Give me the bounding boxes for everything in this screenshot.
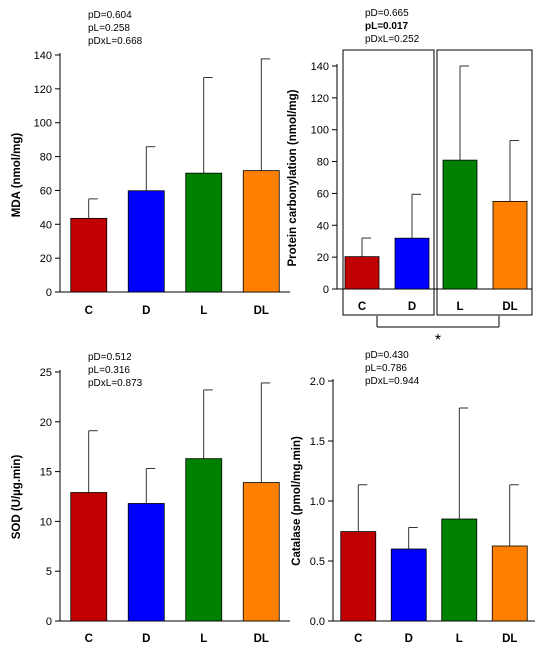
- group-box-l-dl: [436, 49, 533, 316]
- panel-b-group-boxes: [342, 49, 533, 316]
- y-axis-label: MDA (nmol/mg): [11, 133, 23, 218]
- stat-pvalue: pL=0.316: [88, 365, 130, 376]
- y-tick-label: 0.5: [310, 556, 325, 568]
- bar-d: [127, 190, 165, 293]
- bar-d: [127, 503, 165, 622]
- stat-pvalue: pD=0.665: [365, 8, 409, 19]
- stat-pvalue: pDxL=0.944: [365, 376, 420, 387]
- y-tick-label: 40: [40, 219, 52, 231]
- bar-l: [442, 159, 478, 290]
- y-axis-label: Protein carbonylation (nmol/mg): [287, 89, 299, 266]
- bar-c: [340, 531, 377, 622]
- y-tick-label: 0: [323, 284, 329, 296]
- y-tick-label: 100: [311, 125, 329, 137]
- stat-pvalue: pL=0.786: [365, 363, 407, 374]
- bar-d: [390, 548, 427, 622]
- significance-asterisk: *: [435, 332, 441, 349]
- category-label-c: C: [85, 305, 93, 317]
- stat-pvalue: pDxL=0.668: [88, 36, 143, 47]
- significance-bracket: *: [376, 316, 500, 349]
- stat-pvalue: pD=0.430: [365, 350, 409, 361]
- y-tick-label: 10: [40, 516, 52, 528]
- y-tick-label: 60: [317, 188, 329, 200]
- bar-l: [441, 518, 478, 622]
- category-label-c: C: [358, 301, 366, 313]
- stat-pvalue: pL=0.258: [88, 23, 130, 34]
- category-label-d: D: [408, 301, 416, 313]
- y-tick-label: 60: [40, 185, 52, 197]
- category-label-dl: DL: [254, 305, 269, 317]
- bar-dl: [491, 545, 528, 622]
- y-tick-label: 20: [40, 417, 52, 429]
- y-tick-label: 20: [317, 252, 329, 264]
- group-box-c-d: [342, 49, 435, 316]
- y-axis-label: Catalase (pmol/mg.min): [291, 436, 303, 566]
- y-tick-label: 40: [317, 220, 329, 232]
- bar-c: [70, 492, 108, 622]
- y-tick-label: 20: [40, 253, 52, 265]
- y-tick-label: 80: [317, 157, 329, 169]
- y-tick-label: 140: [311, 61, 329, 73]
- y-tick-label: 80: [40, 152, 52, 164]
- category-label-dl: DL: [502, 301, 517, 313]
- category-label-d: D: [405, 633, 413, 645]
- bar-dl: [242, 482, 280, 622]
- y-tick-label: 2.0: [310, 376, 325, 388]
- bar-c: [344, 256, 380, 290]
- bar-dl: [242, 170, 280, 293]
- y-tick-label: 1.5: [310, 436, 325, 448]
- category-label-l: L: [200, 305, 207, 317]
- category-label-dl: DL: [254, 633, 269, 645]
- bar-c: [70, 217, 108, 293]
- chart-panel-2: 0 20 40 60 80 100 120 140 Protein carbonylation …: [287, 8, 532, 313]
- category-label-dl: DL: [502, 633, 517, 645]
- y-tick-label: 140: [34, 50, 52, 62]
- category-label-d: D: [142, 633, 150, 645]
- bar-l: [185, 458, 223, 622]
- category-label-l: L: [456, 301, 463, 313]
- y-tick-label: 25: [40, 367, 52, 379]
- y-tick-label: 15: [40, 467, 52, 479]
- category-label-d: D: [142, 305, 150, 317]
- y-tick-label: 0.0: [310, 616, 325, 628]
- y-tick-label: 120: [34, 84, 52, 96]
- category-label-l: L: [456, 633, 463, 645]
- stat-pvalue: pL=0.017: [365, 21, 409, 32]
- y-tick-label: 1.0: [310, 496, 325, 508]
- category-label-l: L: [200, 633, 207, 645]
- bar-dl: [492, 200, 528, 290]
- y-tick-label: 100: [34, 118, 52, 130]
- stat-pvalue: pDxL=0.873: [88, 378, 143, 389]
- category-label-c: C: [85, 633, 93, 645]
- y-tick-label: 120: [311, 93, 329, 105]
- y-tick-label: 0: [46, 616, 52, 628]
- y-tick-label: 5: [46, 566, 52, 578]
- stat-pvalue: pD=0.604: [88, 10, 132, 21]
- stat-pvalue: pDxL=0.252: [365, 34, 420, 45]
- bar-d: [394, 237, 430, 290]
- category-label-c: C: [354, 633, 362, 645]
- y-tick-label: 0: [46, 287, 52, 299]
- stat-pvalue: pD=0.512: [88, 352, 132, 363]
- bar-l: [185, 172, 223, 293]
- y-axis-label: SOD (U/µg.min): [11, 455, 23, 540]
